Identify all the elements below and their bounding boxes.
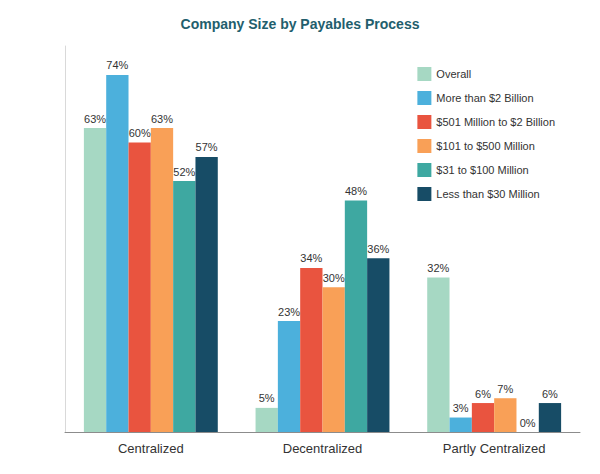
svg-text:6%: 6% <box>542 388 558 400</box>
svg-text:0%: 0% <box>520 417 536 429</box>
svg-text:Centralized: Centralized <box>118 441 184 456</box>
svg-text:$31 to $100 Million: $31 to $100 Million <box>436 164 528 176</box>
svg-text:3%: 3% <box>453 402 469 414</box>
svg-text:$501 Million to $2 Billion: $501 Million to $2 Billion <box>436 116 555 128</box>
svg-text:5%: 5% <box>259 392 275 404</box>
svg-text:Partly Centralized: Partly Centralized <box>443 441 546 456</box>
svg-text:63%: 63% <box>151 113 173 125</box>
svg-text:30%: 30% <box>323 272 345 284</box>
svg-text:Less than $30 Million: Less than $30 Million <box>436 188 539 200</box>
svg-text:$101 to $500 Million: $101 to $500 Million <box>436 140 534 152</box>
svg-text:23%: 23% <box>278 306 300 318</box>
svg-text:7%: 7% <box>497 383 513 395</box>
svg-text:52%: 52% <box>173 166 195 178</box>
svg-text:60%: 60% <box>129 127 151 139</box>
svg-text:57%: 57% <box>196 141 218 153</box>
svg-text:Overall: Overall <box>436 68 471 80</box>
svg-text:63%: 63% <box>84 113 106 125</box>
svg-text:More than $2 Billion: More than $2 Billion <box>436 92 533 104</box>
svg-text:36%: 36% <box>367 243 389 255</box>
svg-text:6%: 6% <box>475 388 491 400</box>
svg-text:34%: 34% <box>300 252 322 264</box>
svg-text:74%: 74% <box>106 59 128 71</box>
svg-text:Company Size by Payables Proce: Company Size by Payables Process <box>181 16 420 32</box>
svg-text:32%: 32% <box>427 262 449 274</box>
svg-text:48%: 48% <box>345 185 367 197</box>
svg-text:Decentralized: Decentralized <box>283 441 363 456</box>
